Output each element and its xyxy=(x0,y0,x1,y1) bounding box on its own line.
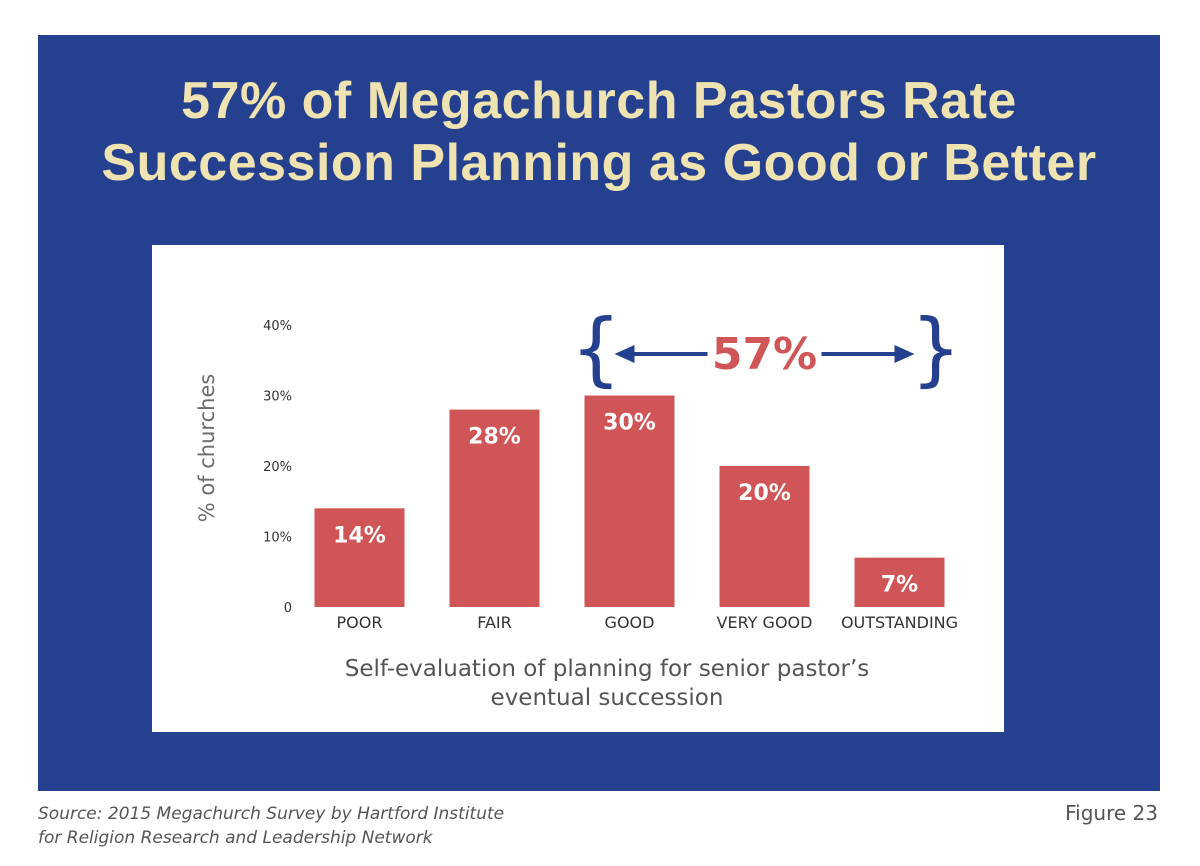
title-line-2: Succession Planning as Good or Better xyxy=(101,134,1097,192)
chart-title: 57% of Megachurch Pastors Rate Successio… xyxy=(38,70,1160,194)
bar-poor xyxy=(314,508,405,607)
x-axis-label-line-1: Self-evaluation of planning for senior p… xyxy=(345,656,870,682)
right-brace: } xyxy=(911,302,962,395)
bars: 14% POOR 28% FAIR 30% GOOD 20% VERY GOOD 7% OUTST… xyxy=(314,395,958,632)
category-label-poor: POOR xyxy=(337,613,383,632)
bar-very-good xyxy=(719,466,810,607)
category-label-outstanding: OUTSTANDING xyxy=(841,613,958,632)
bar-value-label: 30% xyxy=(603,411,656,436)
y-axis-label: % of churches xyxy=(195,374,219,523)
bar-outstanding xyxy=(854,557,945,607)
category-label-fair: FAIR xyxy=(477,613,512,632)
bar-value-label: 14% xyxy=(333,523,386,548)
left-brace: { xyxy=(571,302,622,395)
source-line-1: Source: 2015 Megachurch Survey by Hartfo… xyxy=(38,804,505,824)
bar-good xyxy=(584,395,675,607)
chart-card: % of churches Self-evaluation of plannin… xyxy=(152,245,1004,732)
bar-chart: % of churches Self-evaluation of plannin… xyxy=(195,302,962,711)
y-tick-label: 0 xyxy=(284,601,292,616)
y-tick-label: 30% xyxy=(263,390,292,405)
figure-number: Figure 23 xyxy=(1065,801,1158,825)
bar-fair xyxy=(449,409,540,607)
arrow-right-head xyxy=(894,345,915,363)
y-tick-label: 20% xyxy=(263,460,292,475)
bar-value-label: 28% xyxy=(468,425,521,450)
source-line-2: for Religion Research and Leadership Net… xyxy=(38,828,433,848)
category-label-good: GOOD xyxy=(605,613,655,632)
bar-value-label: 7% xyxy=(881,573,918,598)
callout-label: 57% xyxy=(712,329,817,380)
callout-57: {} 57% xyxy=(571,302,962,395)
x-axis-label-line-2: eventual succession xyxy=(491,685,724,711)
bar-value-label: 20% xyxy=(738,481,791,506)
title-line-1: 57% of Megachurch Pastors Rate xyxy=(181,72,1017,130)
arrow-left-head xyxy=(614,345,635,363)
y-tick-label: 10% xyxy=(263,531,292,546)
category-label-very-good: VERY GOOD xyxy=(717,613,813,632)
y-tick-label: 40% xyxy=(263,319,292,334)
y-axis-ticks: 0 10% 20% 30% 40% xyxy=(263,319,292,616)
source-note: Source: 2015 Megachurch Survey by Hartfo… xyxy=(38,802,504,850)
